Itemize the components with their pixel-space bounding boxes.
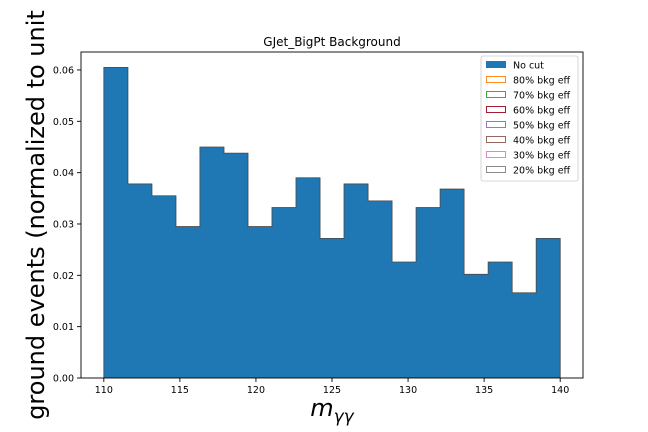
legend-label: 40% bkg eff (513, 136, 571, 147)
histogram-bar (440, 189, 465, 378)
histogram-bar (392, 261, 417, 378)
y-tick-label: 0.04 (53, 168, 74, 179)
legend-box (480, 55, 579, 182)
chart-title: GJet_BigPt Background (263, 35, 400, 49)
x-axis-label-subscript: γγ (334, 407, 355, 427)
y-axis: 0.00 0.01 0.02 0.03 0.04 0.05 0.06 (53, 65, 81, 385)
y-tick-label: 0.01 (53, 322, 74, 333)
histogram-bar (536, 238, 561, 378)
x-axis: 110 115 120 125 130 135 140 (95, 378, 569, 396)
legend-label: 70% bkg eff (513, 91, 571, 102)
histogram-outline (103, 67, 561, 378)
x-tick-label: 110 (95, 385, 113, 396)
histogram-bar (223, 153, 249, 378)
legend-label: 20% bkg eff (513, 166, 571, 177)
histogram-bar (199, 146, 225, 378)
histogram-bar (151, 195, 177, 378)
legend-swatch (486, 106, 506, 113)
x-axis-label-base: m (310, 394, 333, 422)
x-tick-label: 125 (323, 385, 341, 396)
histogram-bar (295, 177, 321, 378)
histogram-bars (103, 67, 561, 378)
histogram-bar (416, 207, 441, 378)
x-tick-label: 115 (171, 385, 189, 396)
legend-swatch (486, 151, 506, 158)
y-tick-label: 0.03 (53, 219, 74, 230)
histogram-bar (368, 200, 393, 378)
legend-label: No cut (513, 61, 544, 72)
legend-swatch (486, 91, 506, 98)
legend-swatch (486, 61, 506, 68)
x-tick-label: 120 (247, 385, 265, 396)
histogram-bar (127, 183, 153, 378)
y-tick-label: 0.00 (53, 374, 74, 385)
legend-label: 50% bkg eff (513, 121, 571, 132)
histogram-bar (488, 261, 513, 378)
y-tick-label: 0.02 (53, 271, 74, 282)
legend-swatch (486, 166, 506, 173)
histogram-bar (103, 67, 129, 378)
histogram-bar (464, 274, 489, 378)
legend-swatch (486, 76, 506, 83)
histogram-bar (271, 207, 297, 378)
histogram-bar (247, 226, 273, 378)
x-tick-label: 135 (475, 385, 493, 396)
legend-label: 60% bkg eff (513, 106, 571, 117)
legend: No cut 80% bkg eff 70% bkg eff 60% bkg eff 5… (480, 55, 579, 182)
y-tick-label: 0.05 (53, 117, 74, 128)
histogram-bar (344, 183, 369, 378)
y-axis-label: ground events (normalized to unit (22, 10, 50, 420)
histogram-bar (319, 238, 345, 378)
x-tick-label: 130 (399, 385, 417, 396)
legend-swatch (486, 121, 506, 128)
legend-swatch (486, 136, 506, 143)
histogram-bar (512, 292, 537, 378)
legend-label: 80% bkg eff (513, 76, 571, 87)
x-tick-label: 140 (551, 385, 569, 396)
legend-label: 30% bkg eff (513, 151, 571, 162)
y-tick-label: 0.06 (53, 65, 74, 76)
histogram-bar (175, 226, 201, 378)
x-axis-label: mγγ (310, 394, 354, 427)
